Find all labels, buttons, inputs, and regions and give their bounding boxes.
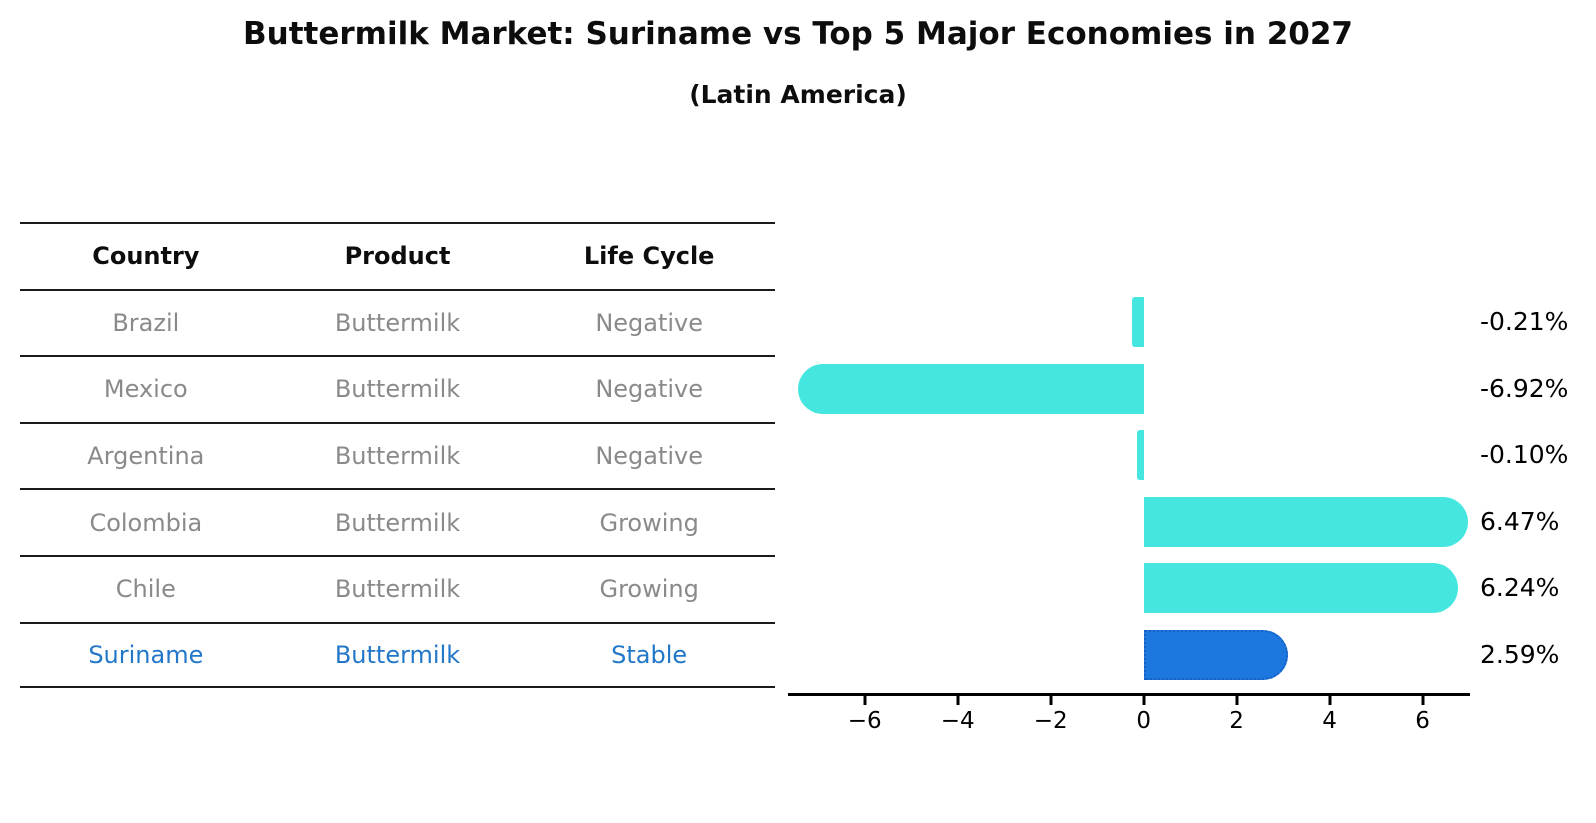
cell-product: Buttermilk [334, 575, 461, 604]
bar-colombia [1143, 496, 1469, 547]
table-row-mexico: Mexico Buttermilk Negative [20, 355, 775, 422]
x-tick [1328, 696, 1332, 705]
x-tick-label: 2 [1229, 708, 1244, 734]
x-tick-label: −4 [940, 708, 975, 734]
chart-title: Buttermilk Market: Suriname vs Top 5 Maj… [243, 16, 1353, 52]
cell-country: Chile [115, 575, 176, 604]
value-label-argentina: -0.10% [1480, 440, 1569, 470]
chart-subtitle: (Latin America) [689, 80, 907, 109]
table-row-brazil: Brazil Buttermilk Negative [20, 288, 775, 356]
x-axis-line [788, 693, 1470, 696]
table-row-colombia: Colombia Buttermilk Growing [20, 488, 775, 555]
x-tick [1142, 696, 1146, 705]
x-tick-label: 4 [1322, 708, 1337, 734]
bar-argentina [1136, 430, 1144, 481]
cell-life-cycle: Stable [611, 640, 688, 669]
value-label-mexico: -6.92% [1480, 373, 1569, 403]
table-row-chile: Chile Buttermilk Growing [20, 554, 775, 622]
table-row-suriname: Suriname Buttermilk Stable [20, 621, 775, 689]
x-tick-label: −2 [1033, 708, 1068, 734]
value-label-colombia: 6.47% [1480, 506, 1560, 536]
cell-country: Colombia [89, 508, 203, 537]
cell-life-cycle: Growing [599, 575, 699, 604]
cell-product: Buttermilk [334, 375, 461, 404]
cell-country: Mexico [103, 375, 188, 404]
x-tick-label: 6 [1415, 708, 1430, 734]
x-tick-label: −6 [847, 708, 882, 734]
bar-chile [1143, 563, 1458, 614]
cell-product: Buttermilk [334, 640, 461, 669]
x-tick [1235, 696, 1239, 705]
value-label-chile: 6.24% [1480, 573, 1560, 603]
cell-life-cycle: Negative [595, 442, 704, 471]
table-row-argentina: Argentina Buttermilk Negative [20, 421, 775, 489]
cell-life-cycle: Growing [599, 508, 699, 537]
value-label-suriname: 2.59% [1480, 639, 1560, 669]
cell-life-cycle: Negative [595, 375, 704, 404]
cell-product: Product [344, 242, 451, 271]
x-tick [863, 696, 867, 705]
x-tick [1421, 696, 1425, 705]
bar-brazil [1131, 297, 1144, 347]
country-table: Country Product Life Cycle Brazil Buttermilk… [20, 222, 775, 689]
cell-product: Buttermilk [334, 508, 461, 537]
value-label-brazil: -0.21% [1480, 307, 1569, 336]
cell-life-cycle: Life Cycle [583, 242, 715, 271]
cell-country: Brazil [112, 308, 180, 337]
cell-product: Buttermilk [334, 308, 461, 337]
table-row-header: Country Product Life Cycle [20, 222, 775, 289]
bar-mexico [797, 363, 1144, 414]
cell-product: Buttermilk [334, 442, 461, 471]
cell-life-cycle: Negative [595, 308, 704, 337]
bar-suriname [1143, 629, 1289, 680]
x-tick [1049, 696, 1053, 705]
cell-country: Suriname [88, 640, 204, 669]
cell-country: Country [92, 242, 200, 271]
x-tick [956, 696, 960, 705]
x-tick-label: 0 [1136, 708, 1151, 734]
cell-country: Argentina [87, 442, 205, 471]
